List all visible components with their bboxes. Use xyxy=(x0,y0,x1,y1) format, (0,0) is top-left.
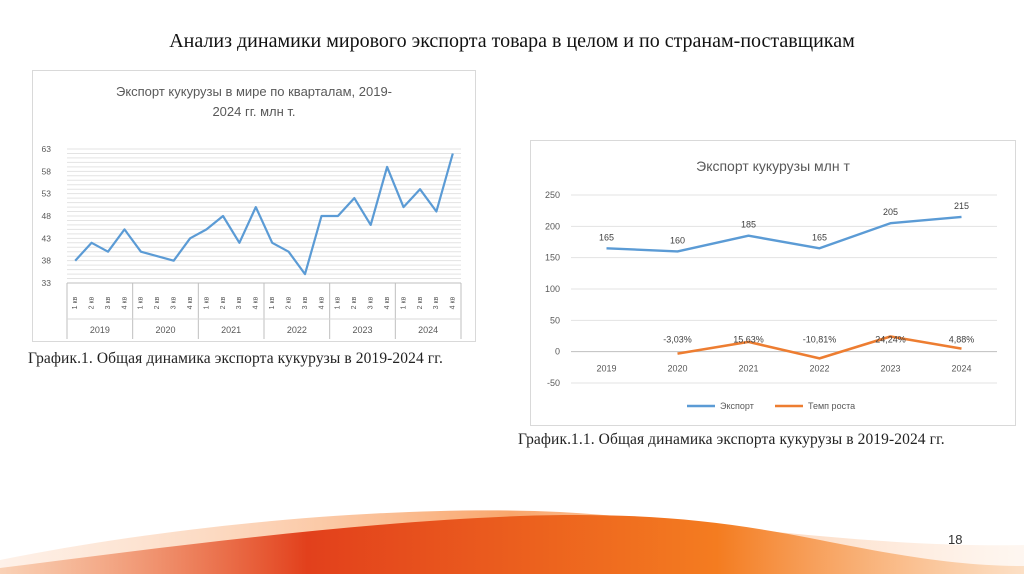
chart1-y-tick-label: 38 xyxy=(42,256,52,266)
chart2-export-data-label: 160 xyxy=(670,235,685,245)
chart2-y-tick-label: 250 xyxy=(545,190,560,200)
chart1-quarter-label: 2 кв xyxy=(88,296,95,309)
chart2-export-data-label: 215 xyxy=(954,201,969,211)
chart1-y-tick-label: 48 xyxy=(42,211,52,221)
chart1-quarter-label: 4 кв xyxy=(450,296,457,309)
chart1-quarter-label: 1 кв xyxy=(138,296,145,309)
chart2-series-line-1 xyxy=(677,335,962,360)
chart2-export-data-label: 165 xyxy=(812,232,827,242)
chart1-quarter-label: 4 кв xyxy=(318,296,325,309)
chart2-x-tick-label: 2020 xyxy=(667,364,687,374)
chart2-export-data-label: 185 xyxy=(741,220,756,230)
chart1-title-line2: 2024 гг. млн т. xyxy=(212,104,295,119)
page-number: 18 xyxy=(948,532,963,547)
chart1-quarter-label: 3 кв xyxy=(368,296,375,309)
chart1-quarter-label: 3 кв xyxy=(171,296,178,309)
chart1-year-label: 2020 xyxy=(155,325,175,335)
chart2-y-tick-label: 150 xyxy=(545,253,560,263)
chart2-growth-data-label: 4,88% xyxy=(949,335,975,345)
chart1-quarter-label: 2 кв xyxy=(220,296,227,309)
chart2-growth-data-label: -10,81% xyxy=(803,335,837,345)
chart1-title-line1: Экспорт кукурузы в мире по кварталам, 20… xyxy=(116,84,392,99)
chart2-x-tick-label: 2023 xyxy=(880,364,900,374)
chart2-export-data-label: 165 xyxy=(599,232,614,242)
chart1-quarter-label: 2 кв xyxy=(285,296,292,309)
quarterly-export-chart-svg: Экспорт кукурузы в мире по кварталам, 20… xyxy=(42,84,462,339)
chart2-y-tick-label: 50 xyxy=(550,315,560,325)
chart2-x-tick-label: 2024 xyxy=(951,364,971,374)
chart2-y-tick-label: -50 xyxy=(547,378,560,388)
chart1-year-label: 2021 xyxy=(221,325,241,335)
chart1-quarter-label: 3 кв xyxy=(433,296,440,309)
chart1-quarter-label: 1 кв xyxy=(335,296,342,309)
chart1-quarter-label: 4 кв xyxy=(121,296,128,309)
chart1-quarter-label: 3 кв xyxy=(236,296,243,309)
chart1-y-tick-label: 33 xyxy=(42,278,52,288)
chart2-y-tick-label: 100 xyxy=(545,284,560,294)
chart2-y-tick-label: 0 xyxy=(555,347,560,357)
chart1-quarter-label: 1 кв xyxy=(72,296,79,309)
slide-title: Анализ динамики мирового экспорта товара… xyxy=(169,30,855,52)
chart2-title: Экспорт кукурузы млн т xyxy=(696,158,850,174)
chart1-y-tick-label: 53 xyxy=(42,189,52,199)
chart1-y-tick-label: 43 xyxy=(42,233,52,243)
chart1-quarter-label: 1 кв xyxy=(269,296,276,309)
chart1-quarter-label: 1 кв xyxy=(400,296,407,309)
chart2-series-line-0 xyxy=(606,215,962,253)
chart2-y-tick-label: 200 xyxy=(545,221,560,231)
chart2-legend-label: Темп роста xyxy=(808,401,855,411)
chart2-growth-data-label: -3,03% xyxy=(663,335,692,345)
chart1-quarter-label: 3 кв xyxy=(105,296,112,309)
chart1-year-label: 2024 xyxy=(418,325,438,335)
chart2-legend-label: Экспорт xyxy=(720,401,754,411)
chart1-quarter-label: 4 кв xyxy=(253,296,260,309)
chart1-series-line xyxy=(74,153,454,276)
chart1-year-label: 2022 xyxy=(287,325,307,335)
chart1-quarter-label: 4 кв xyxy=(384,296,391,309)
chart2-x-tick-label: 2022 xyxy=(809,364,829,374)
quarterly-export-chart: Экспорт кукурузы в мире по кварталам, 20… xyxy=(32,70,476,342)
chart1-quarter-label: 2 кв xyxy=(417,296,424,309)
chart1-quarter-label: 2 кв xyxy=(351,296,358,309)
annual-export-chart: Экспорт кукурузы млн т 250 200 150 100 50 0 -50… xyxy=(530,140,1016,426)
chart1-quarter-label: 3 кв xyxy=(302,296,309,309)
chart2-growth-data-label: 24,24% xyxy=(875,335,906,345)
chart1-y-tick-label: 58 xyxy=(42,166,52,176)
wave-front xyxy=(0,515,1024,574)
chart1-quarter-label: 4 кв xyxy=(187,296,194,309)
chart1-quarter-label: 2 кв xyxy=(154,296,161,309)
chart2-x-tick-label: 2019 xyxy=(596,364,616,374)
chart2-x-tick-label: 2021 xyxy=(738,364,758,374)
annual-export-chart-svg: Экспорт кукурузы млн т 250 200 150 100 50 0 -50… xyxy=(545,158,997,411)
chart2-export-data-label: 205 xyxy=(883,207,898,217)
chart1-y-tick-label: 63 xyxy=(42,144,52,154)
chart2-caption: График.1.1. Общая динамика экспорта куку… xyxy=(518,431,945,448)
chart1-year-label: 2023 xyxy=(352,325,372,335)
chart2-growth-data-label: 15,63% xyxy=(733,335,764,345)
chart1-quarter-label: 1 кв xyxy=(203,296,210,309)
chart1-caption: График.1. Общая динамика экспорта кукуру… xyxy=(28,350,443,367)
chart1-year-label: 2019 xyxy=(90,325,110,335)
